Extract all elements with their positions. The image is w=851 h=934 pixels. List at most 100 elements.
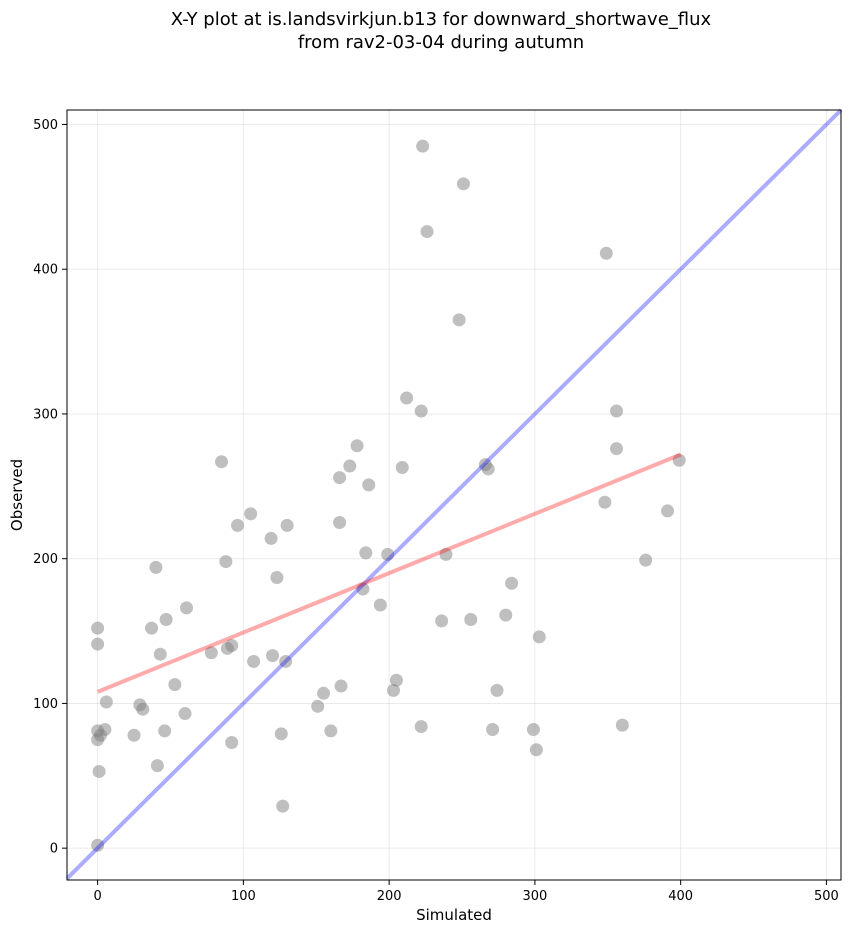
data-point xyxy=(178,707,192,721)
data-point xyxy=(334,679,348,693)
axes xyxy=(62,109,842,885)
data-point xyxy=(615,718,629,732)
data-point xyxy=(225,736,239,749)
data-point xyxy=(373,598,387,612)
x-tick-label: 500 xyxy=(814,889,839,904)
data-point xyxy=(324,724,338,738)
data-point xyxy=(452,313,466,327)
data-point xyxy=(499,608,513,622)
data-point xyxy=(661,504,675,518)
data-point xyxy=(343,459,357,473)
data-point xyxy=(159,612,173,626)
data-point xyxy=(276,799,290,813)
data-point xyxy=(672,453,686,467)
x-tick-label: 400 xyxy=(668,889,693,904)
data-point xyxy=(416,139,430,153)
reference-lines xyxy=(65,108,843,880)
data-point xyxy=(149,560,163,574)
x-tick-label: 100 xyxy=(231,889,256,904)
data-point xyxy=(204,646,218,660)
y-tick-label: 200 xyxy=(33,552,58,567)
data-point xyxy=(264,531,278,545)
data-point xyxy=(435,614,449,628)
data-point xyxy=(481,462,495,476)
y-tick-label: 100 xyxy=(33,697,58,712)
data-point xyxy=(490,683,504,697)
y-tick-label: 300 xyxy=(33,407,58,422)
data-point xyxy=(395,461,409,474)
data-point xyxy=(389,673,403,687)
data-point xyxy=(505,576,519,590)
data-point xyxy=(311,699,325,713)
data-point xyxy=(127,728,141,742)
data-point xyxy=(350,439,364,453)
chart-title-line1: X-Y plot at is.landsvirkjun.b13 for down… xyxy=(171,9,712,30)
data-point xyxy=(526,722,540,736)
data-point xyxy=(231,518,245,532)
data-point xyxy=(92,764,106,778)
data-point xyxy=(215,455,229,469)
data-point xyxy=(158,724,172,738)
data-point xyxy=(439,547,453,561)
tick-labels: 0 100 200 300 400 500 0 100 200 300 400 500 xyxy=(33,118,839,904)
data-point xyxy=(610,442,624,456)
x-tick-label: 200 xyxy=(377,889,402,904)
data-point xyxy=(266,649,280,663)
chart-title-line2: from rav2-03-04 during autumn xyxy=(298,32,584,53)
data-point xyxy=(279,654,293,668)
data-point xyxy=(420,225,434,239)
data-point xyxy=(381,547,395,561)
data-point xyxy=(91,621,105,635)
x-tick-label: 0 xyxy=(93,889,101,904)
data-point xyxy=(486,722,500,736)
data-point xyxy=(91,637,105,651)
data-point xyxy=(414,720,428,734)
x-axis-label: Simulated xyxy=(416,906,492,924)
y-tick-label: 0 xyxy=(50,842,58,857)
data-point xyxy=(150,759,164,773)
data-point xyxy=(333,471,347,485)
data-point xyxy=(219,555,233,569)
data-point xyxy=(639,553,653,567)
data-point xyxy=(136,702,150,716)
data-point xyxy=(270,571,284,584)
plot-area xyxy=(67,110,841,880)
regression-line xyxy=(96,452,682,694)
data-point xyxy=(362,478,376,492)
data-point xyxy=(610,404,624,418)
data-points xyxy=(91,139,686,852)
data-point xyxy=(91,838,105,852)
data-point xyxy=(225,639,239,653)
data-point xyxy=(359,546,373,560)
grid-lines xyxy=(67,110,841,880)
data-point xyxy=(456,177,470,191)
data-point xyxy=(414,404,428,418)
data-point xyxy=(532,630,546,644)
y-tick-label: 500 xyxy=(33,118,58,133)
y-axis-label: Observed xyxy=(8,459,26,531)
data-point xyxy=(168,678,182,692)
data-point xyxy=(244,507,258,521)
data-point xyxy=(529,743,543,757)
data-point xyxy=(180,601,194,615)
data-point xyxy=(98,722,112,736)
data-point xyxy=(598,495,612,509)
data-point xyxy=(274,727,288,741)
data-point xyxy=(145,621,159,635)
data-point xyxy=(99,695,113,709)
data-point xyxy=(317,686,331,700)
data-point xyxy=(599,246,613,260)
data-point xyxy=(153,647,167,661)
data-point xyxy=(356,582,370,596)
data-point xyxy=(247,654,261,668)
data-point xyxy=(464,612,478,626)
axes-frame xyxy=(66,109,842,881)
data-point xyxy=(400,391,414,405)
data-point xyxy=(387,683,401,697)
x-tick-label: 300 xyxy=(522,889,547,904)
data-point xyxy=(280,518,294,532)
y-tick-label: 400 xyxy=(33,263,58,278)
data-point xyxy=(333,516,347,529)
